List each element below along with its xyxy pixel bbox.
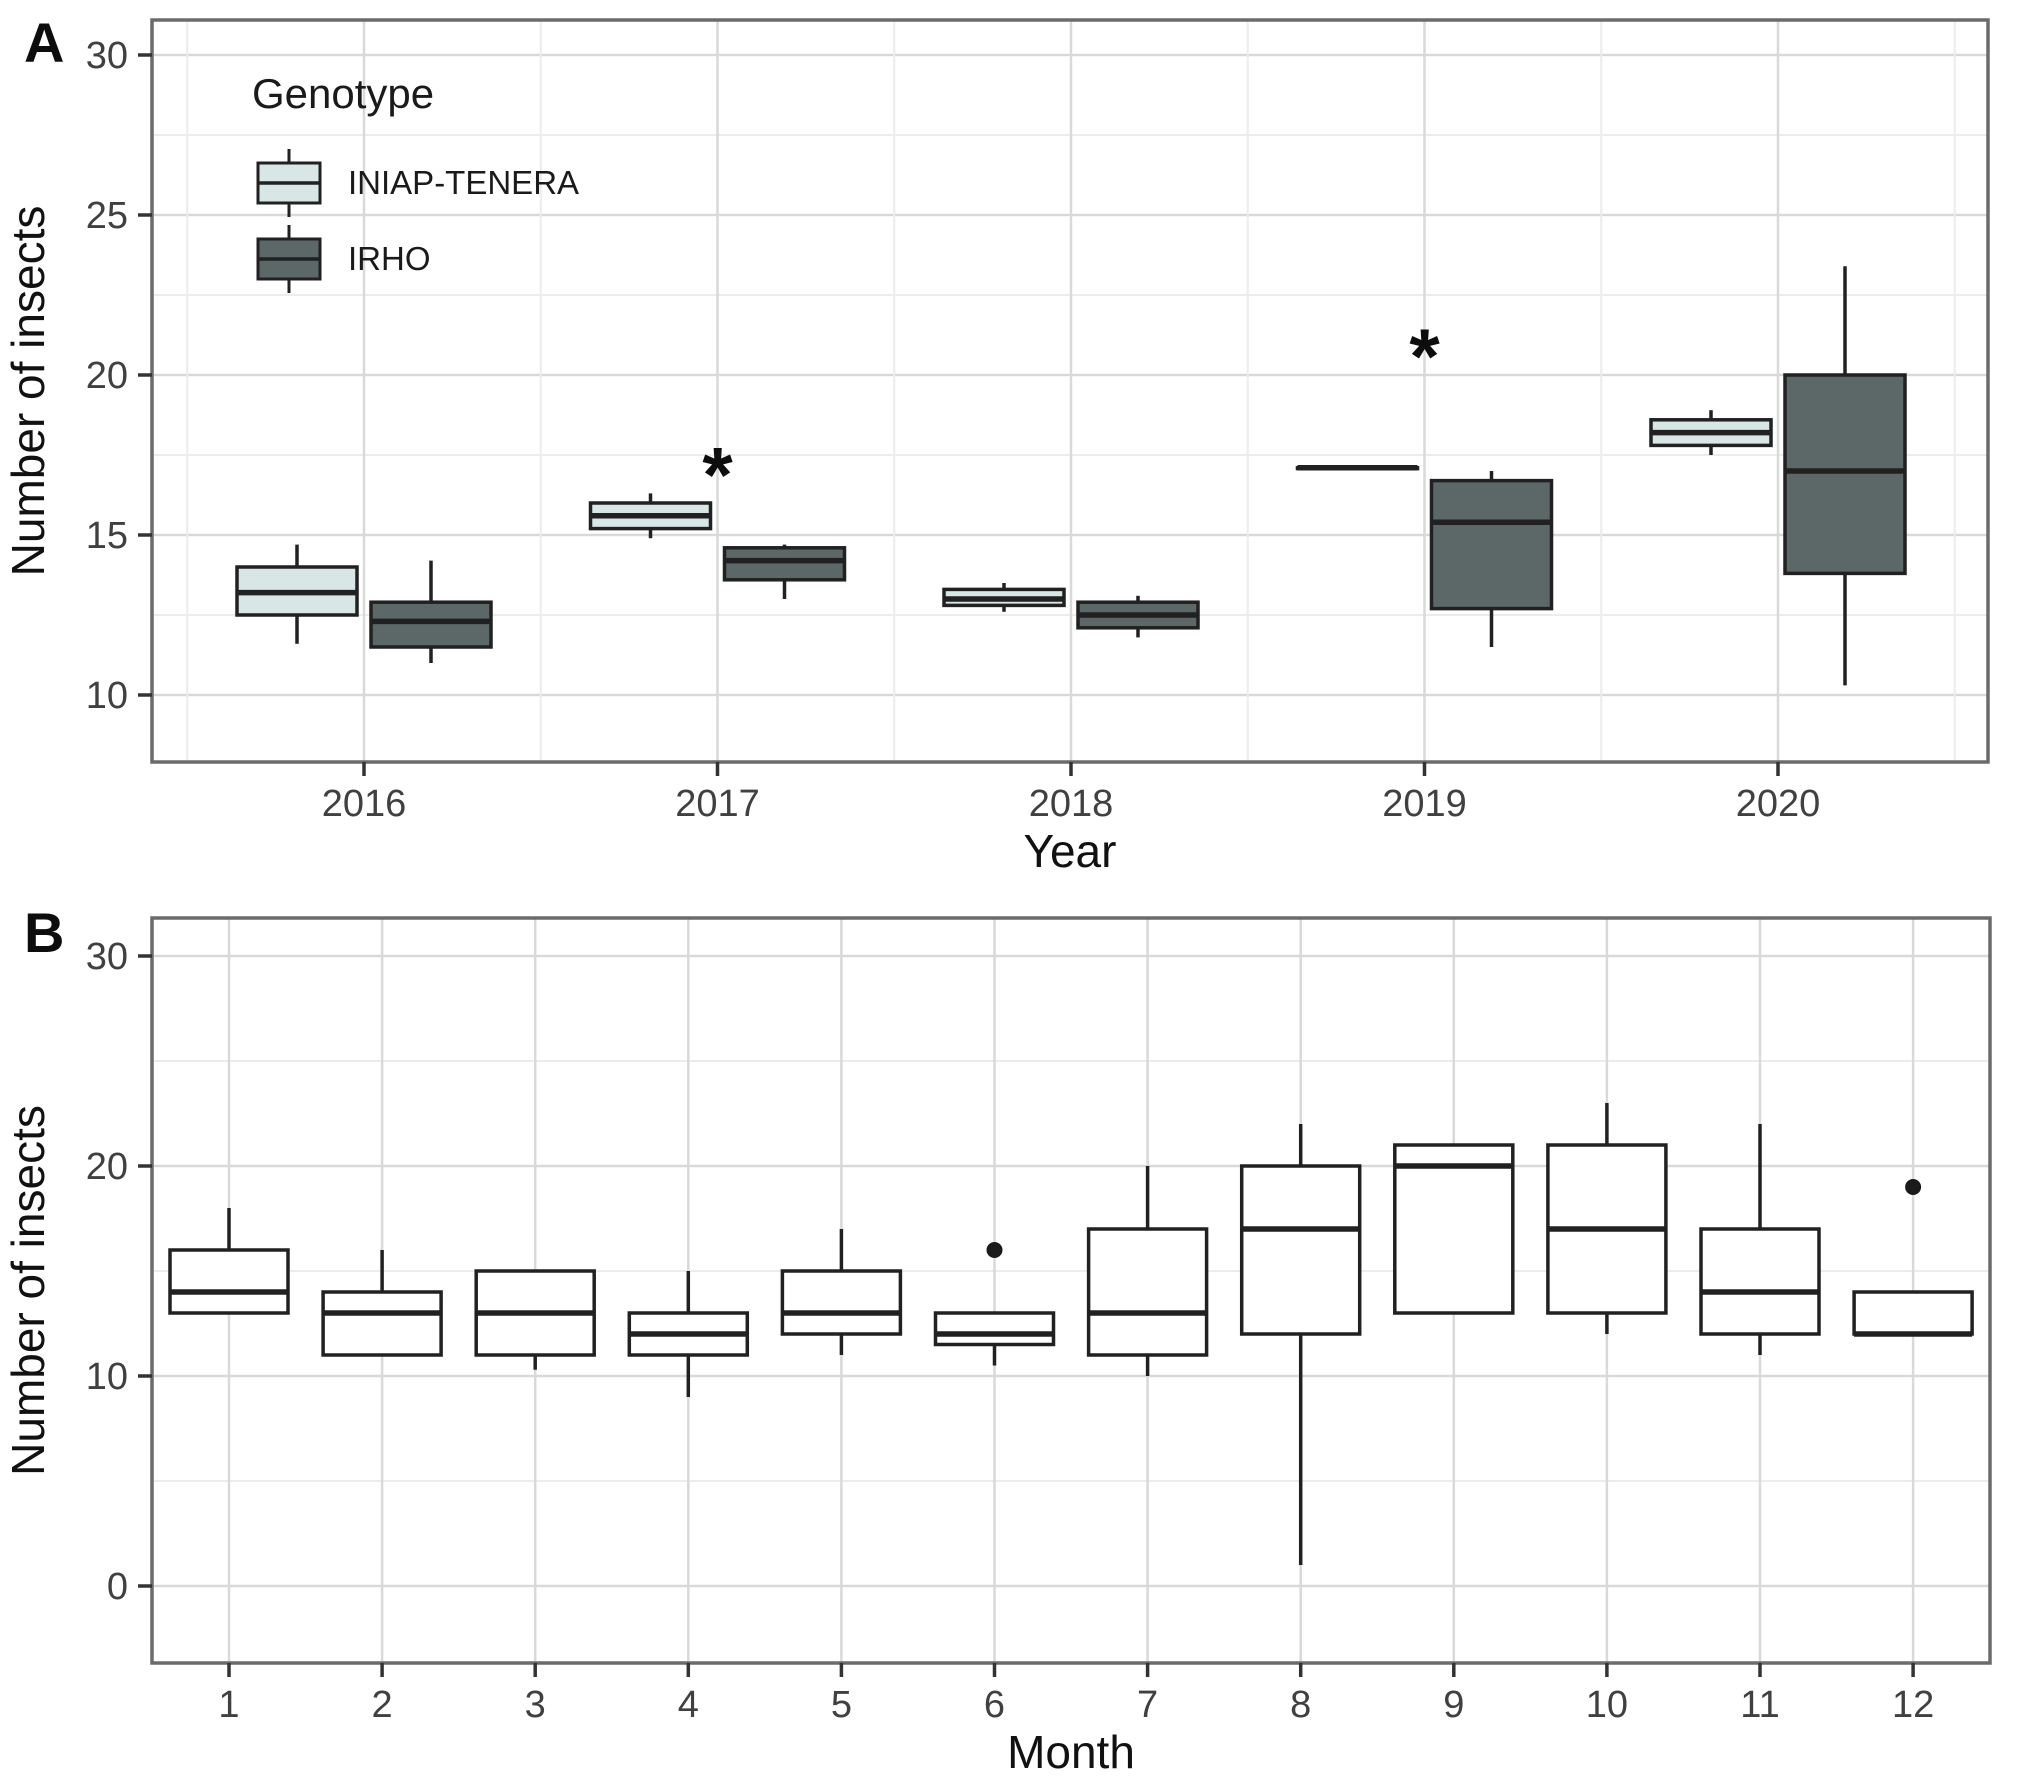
- legend-key-IRHO: IRHO: [256, 225, 431, 293]
- y-tick-label: 10: [86, 675, 128, 717]
- panel-b-label: B: [24, 901, 65, 964]
- y-axis-title: Number of insects: [2, 206, 54, 577]
- box: [1076, 595, 1200, 638]
- y-tick-label: 30: [86, 35, 128, 77]
- legend-key-INIAP-TENERA: INIAP-TENERA: [256, 149, 579, 217]
- x-tick-label: 5: [831, 1684, 852, 1726]
- x-tick-label: 8: [1290, 1684, 1311, 1726]
- box: [1649, 410, 1773, 455]
- x-tick-label: 11: [1740, 1684, 1779, 1726]
- x-tick-label: 2018: [1029, 783, 1114, 825]
- box: [942, 583, 1066, 612]
- x-tick-label: 1: [218, 1684, 239, 1726]
- box: [474, 1269, 596, 1370]
- x-tick-label: 2019: [1382, 783, 1467, 825]
- box: [1086, 1166, 1209, 1376]
- legend-title: Genotype: [252, 70, 434, 117]
- y-tick-label: 0: [107, 1566, 128, 1608]
- x-tick-label: 2017: [675, 783, 760, 825]
- x-tick-label: 4: [678, 1684, 699, 1726]
- box: [1429, 471, 1554, 647]
- box: [168, 1208, 290, 1315]
- box: [588, 493, 713, 539]
- box: [1852, 1179, 1974, 1337]
- box: [1295, 465, 1420, 471]
- x-tick-label: 2016: [322, 783, 407, 825]
- box: [1546, 1103, 1668, 1334]
- y-tick-label: 20: [86, 1146, 128, 1188]
- x-tick-label: 12: [1892, 1684, 1934, 1726]
- significance-star: *: [1409, 312, 1440, 400]
- x-tick-label: 2: [372, 1684, 393, 1726]
- x-tick-label: 10: [1586, 1684, 1628, 1726]
- legend-entry-label: INIAP-TENERA: [348, 164, 579, 201]
- x-tick-label: 2020: [1736, 783, 1821, 825]
- box: [1699, 1124, 1821, 1355]
- x-axis-title: Month: [1007, 1726, 1135, 1778]
- x-tick-label: 3: [525, 1684, 546, 1726]
- panel-a-label: A: [24, 11, 65, 74]
- significance-star: *: [702, 430, 733, 518]
- box: [1393, 1143, 1515, 1315]
- y-tick-label: 20: [86, 355, 128, 397]
- box: [780, 1229, 903, 1355]
- y-tick-label: 30: [86, 936, 128, 978]
- x-tick-label: 6: [984, 1684, 1005, 1726]
- y-tick-label: 10: [86, 1356, 128, 1398]
- box: [369, 560, 493, 663]
- panel-A: * * 10 15 20 25 30 2016 2017 2018 2019 2020 Year Numb…: [2, 18, 1990, 877]
- box: [321, 1250, 443, 1357]
- y-tick-label: 25: [86, 195, 128, 237]
- x-tick-label: 9: [1443, 1684, 1464, 1726]
- box: [933, 1242, 1056, 1366]
- y-axis-title: Number of insects: [2, 1105, 54, 1476]
- box: [627, 1271, 750, 1397]
- outlier-point: [986, 1242, 1003, 1258]
- y-tick-label: 15: [86, 515, 128, 557]
- box: [722, 544, 847, 599]
- legend: Genotype INIAP-TENERA IRHO: [252, 70, 579, 293]
- box: [1783, 266, 1907, 686]
- outlier-point: [1905, 1179, 1922, 1195]
- x-tick-label: 7: [1137, 1684, 1158, 1726]
- box: [235, 544, 359, 644]
- legend-entry-label: IRHO: [348, 240, 431, 277]
- box: [1239, 1124, 1362, 1565]
- x-axis-title: Year: [1024, 825, 1117, 877]
